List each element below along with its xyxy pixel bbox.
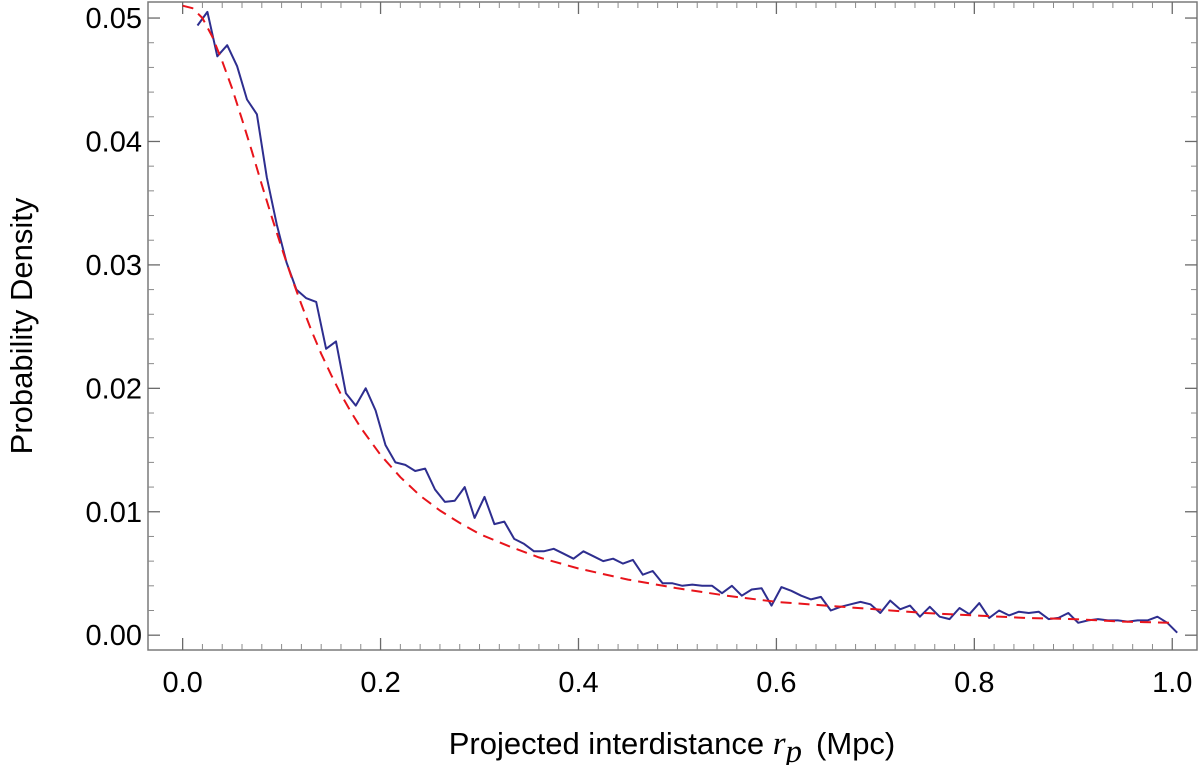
y-tick-label: 0.02: [86, 373, 142, 405]
series-layer: [182, 4, 1178, 634]
x-tick-label: 0.2: [360, 667, 400, 699]
x-axis-title-sub: p: [784, 734, 803, 765]
y-tick-label: 0.05: [86, 3, 142, 35]
plot-frame: [147, 1, 1198, 651]
series-line-fit: [182, 4, 1173, 624]
x-tick-labels: 0.0 0.2 0.4 0.6 0.8 1.0: [162, 667, 1192, 699]
x-axis-title: Projected interdistance rp (Mpc): [449, 726, 896, 765]
minor-ticks: [148, 2, 1197, 650]
y-tick-label: 0.00: [86, 620, 142, 652]
y-tick-label: 0.04: [86, 126, 142, 158]
series-line-data: [196, 10, 1178, 634]
x-tick-label: 0.8: [954, 667, 994, 699]
x-tick-label: 0.6: [756, 667, 796, 699]
major-ticks: [148, 2, 1197, 650]
y-tick-labels: 0.00 0.01 0.02 0.03 0.04 0.05: [86, 3, 142, 652]
y-tick-label: 0.03: [86, 250, 142, 282]
x-axis-title-unit: (Mpc): [816, 726, 895, 761]
x-tick-label: 1.0: [1152, 667, 1192, 699]
x-tick-label: 0.4: [558, 667, 598, 699]
x-axis-title-text: Projected interdistance: [449, 726, 773, 761]
y-axis-title: Probability Density: [4, 197, 39, 454]
x-tick-label: 0.0: [162, 667, 202, 699]
x-axis-title-var: r: [773, 726, 786, 762]
y-tick-label: 0.01: [86, 497, 142, 529]
